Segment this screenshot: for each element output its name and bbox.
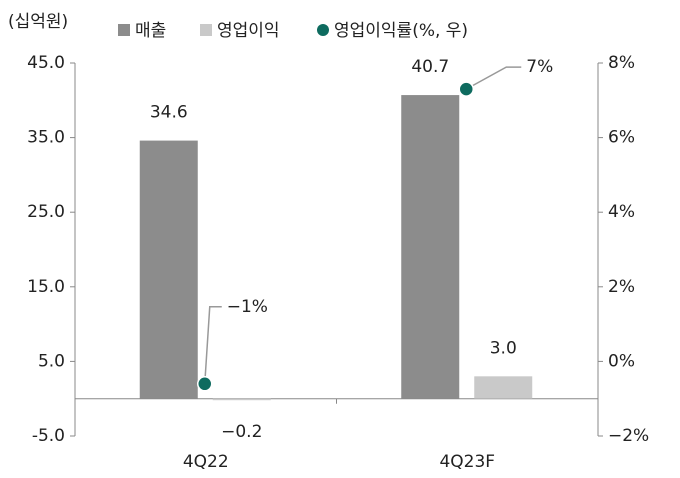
- bar: [139, 140, 198, 399]
- y-tick-label: -5.0: [32, 426, 65, 446]
- bar: [401, 95, 460, 399]
- legend-marker: [200, 24, 212, 36]
- y2-tick-label: 2%: [608, 277, 635, 297]
- y-tick-label: 45.0: [27, 53, 65, 73]
- x-tick-label: 4Q23F: [439, 452, 495, 472]
- y2-tick-label: −2%: [608, 426, 649, 446]
- legend-marker: [118, 24, 130, 36]
- y-axis-label: (십억원): [8, 12, 68, 32]
- legend-label: 영업이익: [217, 21, 280, 41]
- marker: [458, 81, 474, 97]
- data-label: 7%: [526, 57, 553, 77]
- data-label: 34.6: [150, 103, 188, 123]
- y-tick-label: 25.0: [27, 202, 65, 222]
- y2-tick-label: 8%: [608, 53, 635, 73]
- data-label: −0.2: [221, 422, 262, 442]
- y-tick-label: 35.0: [27, 128, 65, 148]
- data-label: 40.7: [411, 57, 449, 77]
- legend-label: 영업이익률(%, 우): [334, 21, 468, 41]
- leader-line: [465, 66, 522, 90]
- legend-marker: [317, 24, 329, 36]
- legend-label: 매출: [135, 21, 166, 41]
- y2-tick-label: 0%: [608, 351, 635, 371]
- x-tick-label: 4Q22: [183, 452, 229, 472]
- data-label: 3.0: [490, 338, 517, 358]
- bar: [474, 376, 533, 399]
- y-tick-label: 5.0: [38, 351, 65, 371]
- marker: [197, 376, 213, 392]
- bar: [212, 398, 271, 401]
- y2-tick-label: 4%: [608, 202, 635, 222]
- leader-line: [204, 306, 222, 384]
- y-tick-label: 15.0: [27, 277, 65, 297]
- y2-tick-label: 6%: [608, 128, 635, 148]
- data-label: −1%: [227, 297, 268, 317]
